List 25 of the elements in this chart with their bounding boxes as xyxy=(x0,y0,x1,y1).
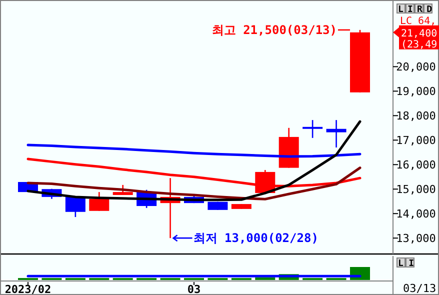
y-tick-label: 15,000 xyxy=(396,183,436,196)
candlestick xyxy=(65,196,86,218)
y-tick-label: 20,000 xyxy=(396,60,436,74)
text: (23,49 xyxy=(401,39,438,50)
annotation: 최저 13,000(02/28) xyxy=(193,231,318,246)
candlestick xyxy=(302,119,323,139)
bar xyxy=(255,277,276,280)
text: LC 64, xyxy=(400,16,436,27)
text: 21,400 xyxy=(401,28,438,40)
x-tick-label: 03 xyxy=(187,283,201,295)
y-tick-label: 17,000 xyxy=(396,134,436,148)
y-tick-label: 19,000 xyxy=(396,85,436,98)
x-tick-label: 2023/02 xyxy=(4,283,52,295)
y-tick-label: 16,000 xyxy=(396,158,436,172)
candlestick xyxy=(326,119,346,148)
candlestick xyxy=(89,191,110,212)
line-series xyxy=(26,144,362,158)
y-tick-label: 13,000 xyxy=(396,232,436,246)
y-tick-label: 14,000 xyxy=(396,208,436,221)
picture-buttons: LI xyxy=(396,258,414,269)
annotation: 최고 21,500(03/13) xyxy=(212,22,337,37)
candlestick xyxy=(112,184,133,196)
picture-buttons: LIRD xyxy=(396,4,432,15)
text: 03/13 xyxy=(403,282,436,295)
y-tick-label: 18,000 xyxy=(396,110,436,123)
